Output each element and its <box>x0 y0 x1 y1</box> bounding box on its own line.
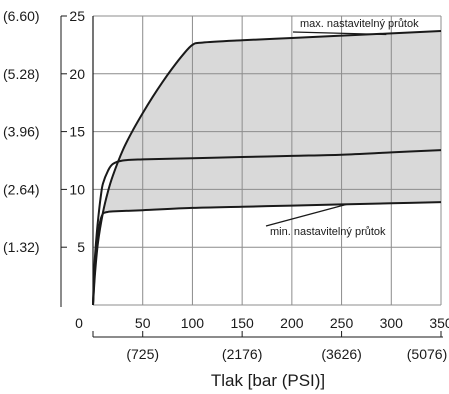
secondary-x-tick-label: (5076) <box>407 346 447 362</box>
x-tick-label: 100 <box>181 315 205 331</box>
y-tick-label: 20 <box>69 66 85 82</box>
x-tick-label: 200 <box>280 315 304 331</box>
x-tick-label: 350 <box>429 315 449 331</box>
x-axis-label: Tlak [bar (PSI)] <box>211 371 325 390</box>
y-tick-label: 10 <box>69 181 85 197</box>
x-tick-label: 250 <box>330 315 354 331</box>
flow-range-band <box>93 31 441 306</box>
y-tick-label: 25 <box>69 8 85 24</box>
annotation-label: max. nastavitelný průtok <box>300 18 419 30</box>
secondary-y-tick-label: (3.96) <box>3 124 40 140</box>
y-tick-label: 5 <box>77 239 85 255</box>
secondary-x-tick-label: (2176) <box>222 346 262 362</box>
secondary-y-tick-label: (6.60) <box>3 8 40 24</box>
secondary-y-tick-label: (2.64) <box>3 181 40 197</box>
series-line-3 <box>92 201 442 306</box>
secondary-y-tick-label: (5.28) <box>3 66 40 82</box>
series-line-1 <box>92 30 442 306</box>
x-tick-label: 0 <box>75 315 83 331</box>
annotation-leader <box>292 31 387 36</box>
x-tick-label: 50 <box>135 315 151 331</box>
y-tick-label: 15 <box>69 124 85 140</box>
secondary-y-tick-label: (1.32) <box>3 239 40 255</box>
secondary-x-tick-label: (725) <box>126 346 159 362</box>
x-tick-label: 300 <box>380 315 404 331</box>
series-line-2 <box>92 149 442 306</box>
secondary-x-tick-label: (3626) <box>321 346 361 362</box>
x-tick-label: 150 <box>230 315 254 331</box>
annotation-label: min. nastavitelný průtok <box>270 226 386 238</box>
annotation-leader <box>265 203 347 227</box>
